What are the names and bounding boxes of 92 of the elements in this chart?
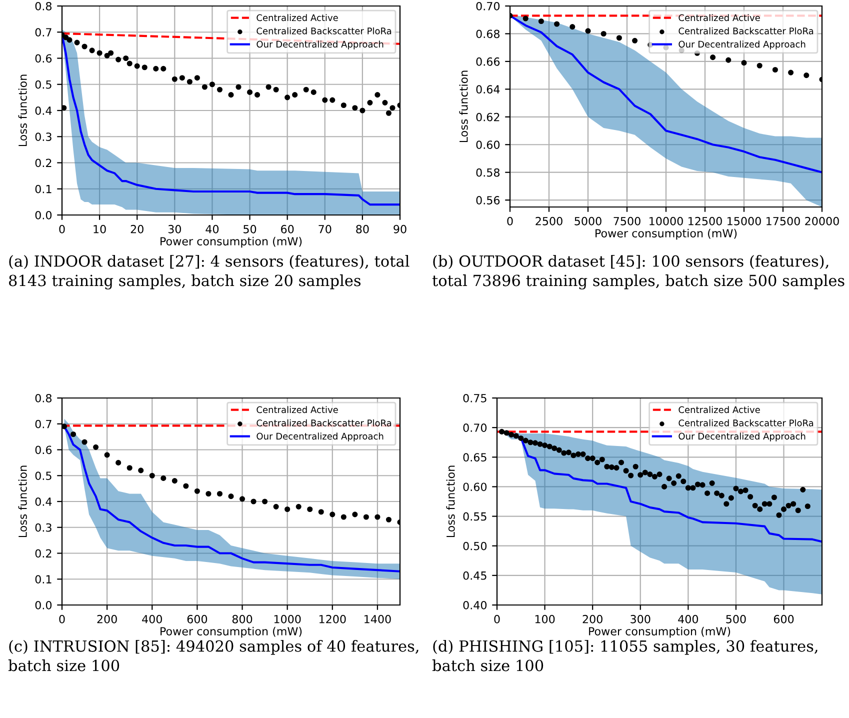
x-tick-label: 300 bbox=[630, 614, 650, 624]
y-tick-label: 0.1 bbox=[35, 184, 52, 194]
y-tick-label: 0.58 bbox=[476, 168, 500, 177]
y-tick-label: 0.7 bbox=[35, 420, 52, 428]
y-tick-label: 0.8 bbox=[35, 2, 52, 10]
y-tick-label: 0.56 bbox=[476, 196, 500, 204]
x-tick-label: 200 bbox=[97, 614, 117, 624]
y-tick-label: 0.68 bbox=[476, 30, 500, 38]
x-tick-label: 0 bbox=[59, 224, 65, 234]
x-tick-label: 2500 bbox=[536, 216, 562, 226]
legend-label: Centralized Active bbox=[678, 406, 760, 414]
y-tick-label: 0.3 bbox=[35, 523, 52, 532]
y-tick-label: 0.62 bbox=[476, 112, 500, 122]
x-tick-label: 0 bbox=[494, 614, 500, 624]
x-tick-label: 20000 bbox=[805, 216, 839, 226]
text: (b) OUTDOOR dataset [45]: 100 sensors (features), total 73896 training samples, batch size 500 samples bbox=[432, 255, 844, 290]
legend-label: Our Decentralized Approach bbox=[678, 432, 806, 442]
y-tick-label: 0.0 bbox=[35, 210, 52, 220]
y-tick-label: 0.6 bbox=[35, 446, 52, 454]
x-axis-title: Power consumption (mW) bbox=[596, 228, 737, 240]
x-tick-label: 50 bbox=[244, 224, 256, 234]
y-tick-label: 0.8 bbox=[35, 394, 52, 402]
x-tick-label: 70 bbox=[318, 224, 332, 234]
y-tick-label: 0.64 bbox=[476, 85, 500, 94]
y-axis-title: Loss function bbox=[18, 466, 27, 538]
legend-label: Centralized Backscatter PloRa bbox=[678, 27, 814, 34]
y-tick-label: 0.40 bbox=[463, 600, 487, 610]
x-axis-title: Power consumption (mW) bbox=[160, 236, 302, 248]
legend-label: Our Decentralized Approach bbox=[256, 40, 384, 50]
x-tick-label: 200 bbox=[582, 614, 602, 624]
y-tick-label: 0.3 bbox=[35, 132, 52, 142]
x-tick-label: 800 bbox=[232, 614, 252, 624]
x-tick-label: 30 bbox=[168, 224, 181, 234]
text: (d) PHISHING [105]: 11055 samples, 30 features, batch size 100 bbox=[432, 640, 818, 672]
legend-label: Centralized Backscatter PloRa bbox=[256, 419, 392, 426]
y-tick-label: 0.75 bbox=[463, 394, 486, 402]
legend-label: Centralized Active bbox=[256, 14, 338, 22]
x-tick-label: 600 bbox=[187, 614, 208, 624]
x-tick-label: 40 bbox=[206, 224, 219, 234]
x-tick-label: 5000 bbox=[574, 216, 602, 226]
y-axis-title: Loss function bbox=[459, 70, 468, 142]
y-tick-label: 0.5 bbox=[35, 472, 52, 480]
y-axis-title: Loss function bbox=[446, 466, 455, 538]
x-tick-label: 1200 bbox=[319, 614, 346, 624]
y-tick-label: 0.60 bbox=[476, 140, 500, 149]
x-axis-title: Power consumption (mW) bbox=[589, 626, 730, 638]
y-tick-label: 0.0 bbox=[35, 600, 52, 610]
x-tick-label: 600 bbox=[774, 614, 794, 624]
x-tick-label: 20 bbox=[130, 224, 144, 234]
legend-label: Centralized Active bbox=[678, 14, 760, 22]
legend-label: Our Decentralized Approach bbox=[678, 40, 806, 50]
y-tick-label: 0.2 bbox=[35, 549, 52, 558]
y-tick-label: 0.65 bbox=[463, 453, 486, 462]
x-tick-label: 15000 bbox=[728, 216, 761, 226]
y-tick-label: 0.60 bbox=[463, 482, 487, 492]
x-tick-label: 7500 bbox=[614, 216, 640, 226]
y-tick-label: 0.70 bbox=[476, 2, 500, 10]
y-axis-title: Loss function bbox=[18, 74, 27, 146]
legend-label: Centralized Backscatter PloRa bbox=[678, 419, 814, 426]
legend-label: Centralized Active bbox=[256, 406, 338, 414]
legend-label: Centralized Backscatter PloRa bbox=[256, 27, 392, 34]
y-tick-label: 0.5 bbox=[35, 80, 52, 89]
x-axis-title: Power consumption (mW) bbox=[160, 626, 302, 638]
x-tick-label: 100 bbox=[535, 614, 555, 624]
x-tick-label: 0 bbox=[59, 614, 65, 624]
text: (c) INTRUSION [85]: 494020 samples of 40 features, batch size 100 bbox=[8, 640, 418, 672]
y-tick-label: 0.70 bbox=[463, 424, 487, 432]
y-tick-label: 0.4 bbox=[35, 497, 52, 506]
x-tick-label: 1400 bbox=[364, 614, 391, 624]
x-tick-label: 60 bbox=[281, 224, 294, 234]
y-tick-label: 0.66 bbox=[476, 57, 500, 66]
text: (a) INDOOR dataset [27]: 4 sensors (features), total 8143 training samples, batch size 20 samples bbox=[9, 255, 410, 290]
y-tick-label: 0.1 bbox=[35, 575, 52, 584]
x-tick-label: 12500 bbox=[688, 216, 722, 226]
x-tick-label: 500 bbox=[726, 614, 746, 624]
x-tick-label: 80 bbox=[356, 224, 369, 234]
x-tick-label: 90 bbox=[394, 224, 406, 234]
y-tick-label: 0.4 bbox=[35, 106, 52, 115]
x-tick-label: 10000 bbox=[650, 216, 683, 226]
x-tick-label: 400 bbox=[678, 614, 698, 624]
legend-label: Our Decentralized Approach bbox=[256, 432, 384, 442]
x-tick-label: 400 bbox=[142, 614, 162, 624]
y-tick-label: 0.45 bbox=[463, 571, 486, 580]
x-tick-label: 1000 bbox=[274, 614, 301, 624]
y-tick-label: 0.6 bbox=[35, 54, 52, 63]
y-tick-label: 0.55 bbox=[463, 512, 486, 521]
x-tick-label: 17500 bbox=[766, 216, 800, 226]
y-tick-label: 0.50 bbox=[463, 542, 487, 550]
y-tick-label: 0.2 bbox=[35, 158, 52, 168]
x-tick-label: 10 bbox=[94, 224, 106, 234]
x-tick-label: 0 bbox=[507, 216, 513, 226]
y-tick-label: 0.7 bbox=[35, 28, 52, 37]
